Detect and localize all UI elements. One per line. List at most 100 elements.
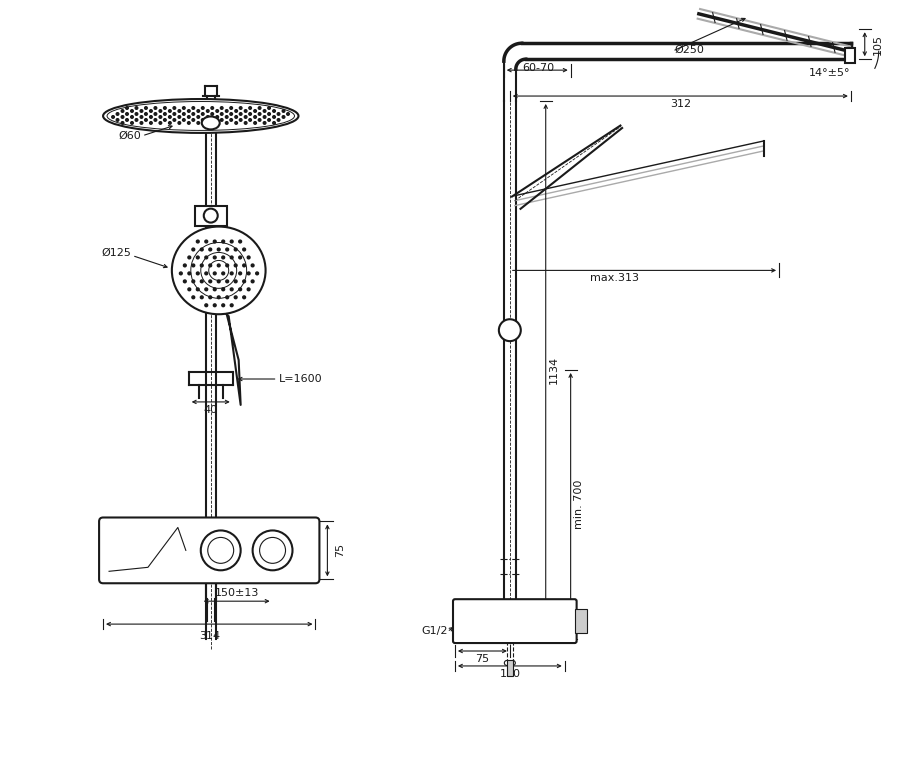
Bar [195, 206, 227, 226]
Circle shape [248, 288, 250, 291]
Circle shape [217, 248, 220, 251]
Circle shape [178, 109, 181, 112]
Circle shape [211, 112, 214, 116]
Circle shape [201, 530, 240, 570]
Circle shape [217, 296, 220, 299]
Circle shape [226, 296, 228, 299]
Circle shape [243, 280, 246, 283]
Circle shape [213, 272, 217, 275]
Circle shape [511, 660, 515, 666]
Circle shape [164, 112, 167, 116]
Circle shape [197, 240, 199, 243]
Circle shape [230, 106, 232, 109]
Circle shape [145, 112, 147, 116]
Circle shape [222, 240, 225, 243]
Text: Ø60: Ø60 [118, 131, 141, 141]
Circle shape [254, 109, 257, 112]
Circle shape [245, 116, 247, 119]
Circle shape [216, 122, 218, 124]
Circle shape [263, 122, 266, 124]
Circle shape [188, 272, 191, 275]
Circle shape [213, 288, 217, 291]
Circle shape [164, 106, 167, 109]
Circle shape [126, 106, 128, 109]
Circle shape [222, 288, 225, 291]
Circle shape [222, 304, 225, 307]
Circle shape [238, 288, 241, 291]
Circle shape [192, 106, 195, 109]
Circle shape [273, 122, 276, 124]
Circle shape [184, 280, 187, 283]
Circle shape [263, 116, 266, 119]
Circle shape [121, 116, 124, 119]
Bar [844, 48, 854, 63]
Circle shape [209, 296, 212, 299]
Circle shape [226, 248, 228, 251]
Circle shape [168, 109, 171, 112]
Text: 75: 75 [336, 543, 346, 557]
Circle shape [230, 119, 232, 122]
Circle shape [217, 264, 220, 267]
Circle shape [197, 109, 199, 112]
Circle shape [263, 109, 266, 112]
Circle shape [178, 116, 181, 119]
Circle shape [234, 296, 238, 299]
Text: G1/2: G1/2 [421, 626, 448, 636]
Text: 150±13: 150±13 [215, 588, 258, 598]
Circle shape [192, 119, 195, 122]
Circle shape [209, 248, 212, 251]
Circle shape [173, 112, 176, 116]
Circle shape [154, 112, 157, 116]
Circle shape [230, 272, 233, 275]
Circle shape [251, 280, 254, 283]
Circle shape [187, 109, 190, 112]
Circle shape [243, 264, 246, 267]
Circle shape [205, 256, 207, 259]
Ellipse shape [202, 116, 219, 129]
Text: 40: 40 [204, 405, 217, 415]
Circle shape [116, 112, 119, 116]
Circle shape [239, 119, 242, 122]
Circle shape [149, 109, 152, 112]
Circle shape [213, 304, 217, 307]
Ellipse shape [172, 226, 266, 314]
Circle shape [226, 116, 228, 119]
Circle shape [248, 112, 251, 116]
Circle shape [178, 122, 181, 124]
Circle shape [154, 119, 157, 122]
Circle shape [207, 116, 209, 119]
Circle shape [222, 272, 225, 275]
Circle shape [238, 256, 241, 259]
Circle shape [173, 119, 176, 122]
Circle shape [204, 209, 217, 223]
Circle shape [258, 119, 261, 122]
Text: 314: 314 [198, 631, 220, 641]
Circle shape [251, 264, 254, 267]
Circle shape [126, 119, 128, 122]
Circle shape [222, 256, 225, 259]
Circle shape [140, 116, 143, 119]
Circle shape [154, 106, 157, 109]
Polygon shape [227, 314, 240, 405]
Circle shape [183, 112, 185, 116]
Circle shape [282, 116, 285, 119]
Circle shape [201, 112, 204, 116]
Circle shape [239, 112, 242, 116]
Circle shape [226, 280, 228, 283]
Circle shape [234, 248, 238, 251]
Circle shape [145, 106, 147, 109]
Circle shape [121, 122, 124, 124]
Circle shape [217, 280, 220, 283]
Circle shape [248, 106, 251, 109]
Circle shape [121, 109, 124, 112]
FancyBboxPatch shape [453, 599, 577, 643]
Circle shape [282, 109, 285, 112]
Circle shape [235, 116, 238, 119]
Circle shape [248, 272, 250, 275]
Circle shape [197, 116, 199, 119]
Circle shape [187, 116, 190, 119]
Circle shape [287, 112, 289, 116]
Circle shape [230, 256, 233, 259]
Text: max.313: max.313 [590, 274, 639, 283]
Circle shape [254, 116, 257, 119]
